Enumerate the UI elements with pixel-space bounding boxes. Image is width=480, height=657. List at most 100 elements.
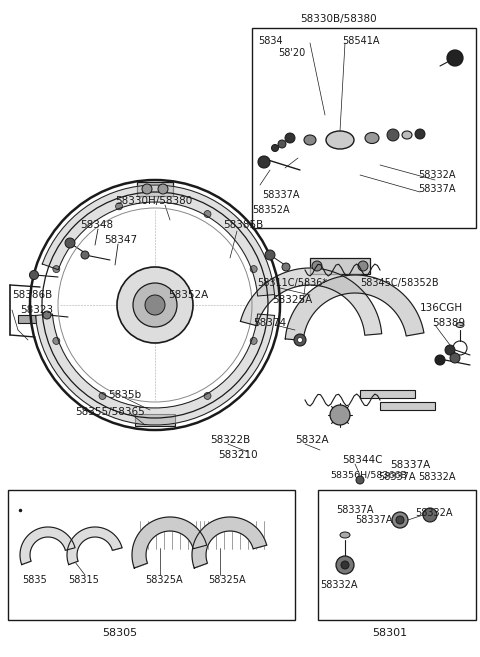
Circle shape (29, 271, 38, 279)
Text: 58325A: 58325A (208, 575, 246, 585)
Polygon shape (192, 517, 267, 568)
Circle shape (250, 338, 257, 344)
Polygon shape (20, 527, 75, 564)
Bar (360, 390, 415, 398)
Circle shape (341, 561, 349, 569)
Text: 58337A: 58337A (378, 472, 416, 482)
Text: 58352A: 58352A (168, 290, 208, 300)
Ellipse shape (456, 323, 464, 327)
Circle shape (392, 512, 408, 528)
Text: 5835b: 5835b (108, 390, 141, 400)
Text: 58352A: 58352A (252, 205, 289, 215)
Text: 58347: 58347 (104, 235, 137, 245)
Text: 58345C/58352B: 58345C/58352B (360, 278, 439, 288)
Circle shape (285, 133, 295, 143)
Circle shape (142, 184, 152, 194)
Bar (8, 490, 295, 620)
Circle shape (356, 476, 364, 484)
Text: 58389: 58389 (432, 318, 465, 328)
Text: 58'20: 58'20 (278, 48, 305, 58)
Circle shape (396, 516, 404, 524)
Text: 58330B/58380: 58330B/58380 (300, 14, 377, 24)
Circle shape (258, 156, 270, 168)
Ellipse shape (365, 133, 379, 143)
Circle shape (358, 261, 368, 271)
Circle shape (81, 251, 89, 259)
Text: 58311C/5836*: 58311C/5836* (257, 278, 327, 288)
Text: 58374: 58374 (253, 318, 286, 328)
Text: 58332A: 58332A (320, 580, 358, 590)
Circle shape (53, 265, 60, 273)
Text: 58332A: 58332A (418, 170, 456, 180)
Text: 58356H/58366B: 58356H/58366B (330, 470, 407, 479)
Ellipse shape (402, 131, 412, 139)
Text: 58541A: 58541A (342, 36, 380, 46)
Text: 58325A: 58325A (145, 575, 182, 585)
Text: 58337A: 58337A (262, 190, 300, 200)
Circle shape (278, 140, 286, 148)
Circle shape (145, 295, 165, 315)
Circle shape (447, 50, 463, 66)
Text: 5834: 5834 (258, 36, 283, 46)
Text: 58337A: 58337A (355, 515, 393, 525)
Text: 58344C: 58344C (342, 455, 383, 465)
Text: 58330H/58380: 58330H/58380 (115, 196, 192, 206)
Text: 58386B: 58386B (12, 290, 52, 300)
Circle shape (43, 311, 51, 319)
Text: 58301: 58301 (372, 628, 408, 638)
Polygon shape (240, 268, 382, 335)
Text: 58355/58365: 58355/58365 (75, 407, 145, 417)
Circle shape (450, 353, 460, 363)
Text: 136CGH: 136CGH (420, 303, 463, 313)
Circle shape (445, 345, 455, 355)
Text: 58323: 58323 (20, 305, 53, 315)
Text: 5832A: 5832A (295, 435, 329, 445)
Circle shape (53, 338, 60, 344)
Text: 58315: 58315 (68, 575, 99, 585)
Text: 58322B: 58322B (210, 435, 250, 445)
Polygon shape (42, 185, 275, 296)
Circle shape (312, 261, 322, 271)
Circle shape (282, 263, 290, 271)
Text: 58332A: 58332A (418, 472, 456, 482)
Circle shape (330, 405, 350, 425)
Bar (318, 490, 476, 620)
Bar (252, 28, 476, 228)
Circle shape (204, 210, 211, 217)
Text: 58348: 58348 (80, 220, 113, 230)
Circle shape (415, 129, 425, 139)
Bar (310, 258, 370, 274)
Text: 58337A: 58337A (390, 460, 430, 470)
Polygon shape (285, 275, 424, 340)
Circle shape (294, 334, 306, 346)
Text: 58337A: 58337A (418, 184, 456, 194)
Ellipse shape (326, 131, 354, 149)
Text: 58337A: 58337A (336, 505, 373, 515)
Circle shape (158, 184, 168, 194)
Circle shape (265, 250, 275, 260)
Bar (137, 182, 173, 196)
Circle shape (65, 238, 75, 248)
Circle shape (204, 392, 211, 399)
Text: 5835: 5835 (22, 575, 47, 585)
Circle shape (423, 508, 437, 522)
Circle shape (133, 283, 177, 327)
Bar (135, 414, 175, 426)
Text: 58325A: 58325A (272, 295, 312, 305)
Circle shape (435, 355, 445, 365)
Text: 58385B: 58385B (223, 220, 263, 230)
Circle shape (272, 145, 278, 152)
Polygon shape (36, 314, 275, 425)
Circle shape (117, 267, 193, 343)
Circle shape (336, 556, 354, 574)
Circle shape (250, 265, 257, 273)
Circle shape (99, 392, 106, 399)
Circle shape (387, 129, 399, 141)
Polygon shape (67, 527, 122, 564)
Bar (380, 402, 435, 410)
Ellipse shape (340, 532, 350, 538)
Text: 583210: 583210 (218, 450, 258, 460)
Text: 58305: 58305 (102, 628, 138, 638)
Text: 58332A: 58332A (415, 508, 453, 518)
Bar (18, 315, 36, 323)
